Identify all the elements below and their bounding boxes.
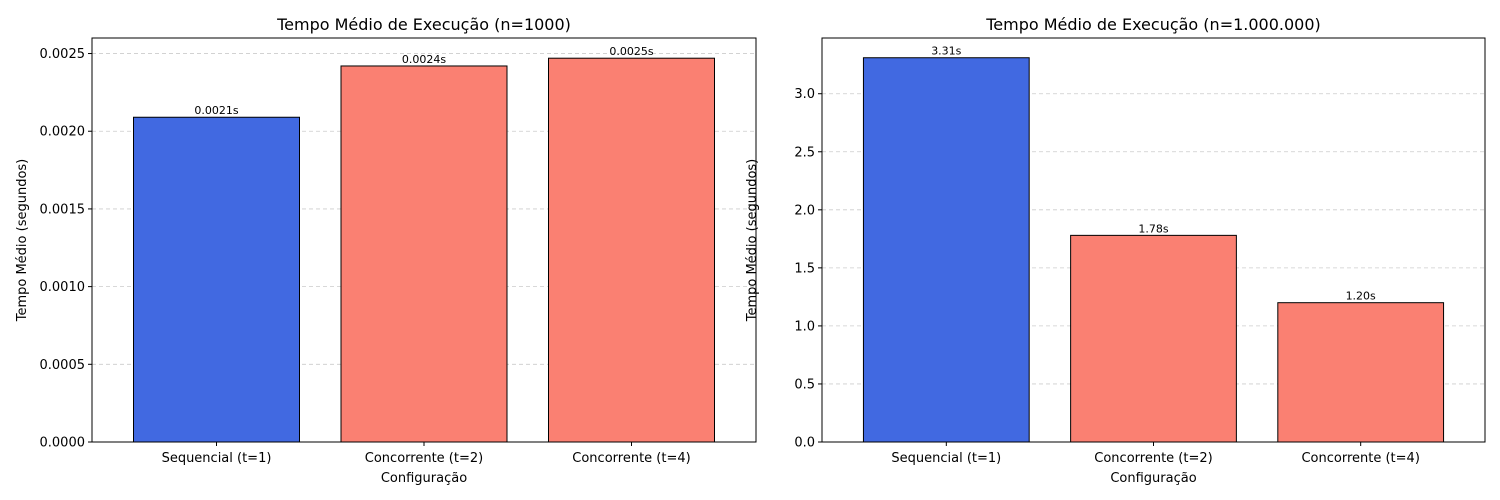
bar [1070, 234, 1237, 443]
bar [1277, 302, 1445, 443]
x-tick-label: Concorrente (t=4) [1301, 451, 1419, 466]
x-tick-label: Sequencial (t=1) [162, 451, 272, 466]
bar [340, 65, 508, 443]
y-tick-label: 0.0 [794, 436, 815, 451]
y-tick-label: 0.5 [794, 377, 815, 392]
bar [548, 57, 715, 443]
x-tick-label: Sequencial (t=1) [891, 451, 1001, 466]
bar-value-label: 0.0024s [402, 53, 446, 66]
y-tick-label: 0.0005 [40, 358, 86, 373]
bar [133, 116, 300, 443]
bar [862, 57, 1030, 443]
y-tick-label: 2.5 [794, 145, 815, 160]
bar-value-label: 1.20s [1346, 290, 1376, 303]
x-axis-label: Configuração [381, 471, 467, 486]
x-tick-label: Concorrente (t=2) [365, 451, 483, 466]
x-tick-label: Concorrente (t=2) [1094, 451, 1212, 466]
y-tick-label: 0.0000 [40, 436, 86, 451]
y-tick-label: 1.5 [794, 261, 815, 276]
y-tick-label: 0.0015 [40, 202, 86, 217]
y-tick-label: 2.0 [794, 203, 815, 218]
bar-value-label: 3.31s [931, 45, 961, 58]
bar-value-label: 1.78s [1138, 222, 1168, 235]
x-axis-label: Configuração [1110, 471, 1196, 486]
bar-value-label: 0.0025s [609, 45, 653, 58]
y-tick-label: 0.0020 [40, 125, 86, 140]
y-axis-label: Tempo Médio (segundos) [15, 159, 30, 323]
chart-title: Tempo Médio de Execução (n=1000) [276, 15, 571, 34]
chart-title: Tempo Médio de Execução (n=1.000.000) [985, 15, 1321, 34]
y-tick-label: 0.0010 [40, 280, 86, 295]
x-tick-label: Concorrente (t=4) [572, 451, 690, 466]
y-axis-label: Tempo Médio (segundos) [745, 159, 760, 323]
bar-value-label: 0.0021s [194, 104, 238, 117]
y-tick-label: 0.0025 [40, 47, 86, 62]
y-tick-label: 3.0 [794, 87, 815, 102]
y-tick-label: 1.0 [794, 319, 815, 334]
